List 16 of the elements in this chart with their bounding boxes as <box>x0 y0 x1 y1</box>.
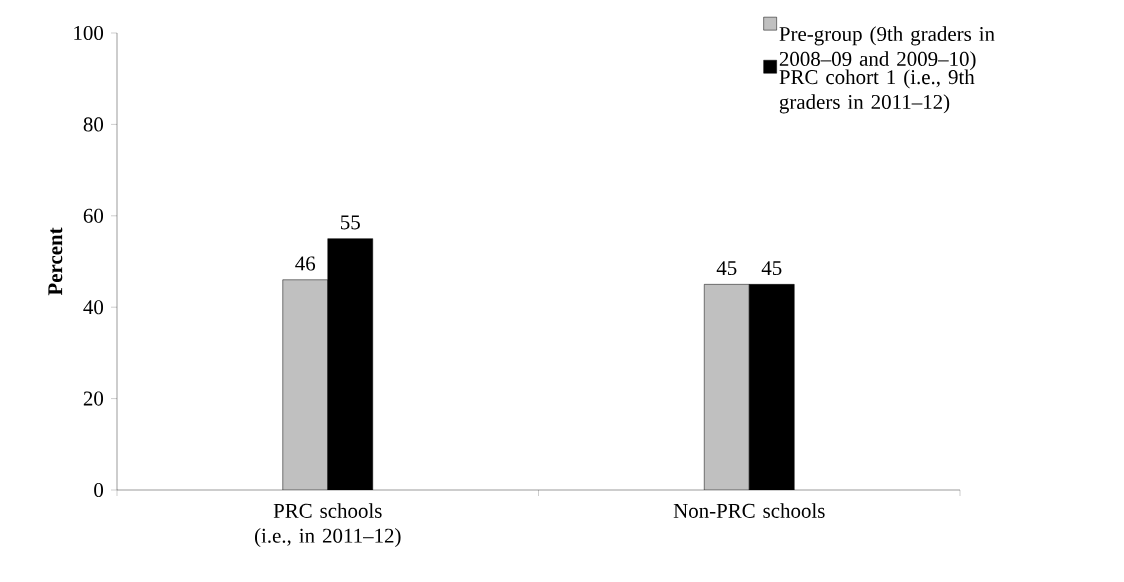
legend-label: PRC cohort 1 (i.e., 9th graders in 2011–12) <box>779 69 975 114</box>
y-tick-label: 20 <box>83 391 104 406</box>
y-tick-label: 80 <box>83 117 104 132</box>
x-tick-label: PRC schools (i.e., in 2011–12) <box>254 503 401 548</box>
y-tick-label: 100 <box>74 25 104 41</box>
data-label: 45 <box>716 261 737 276</box>
x-tick-label: Non-PRC schools <box>673 503 825 518</box>
y-tick-label: 0 <box>94 482 104 498</box>
data-label: 46 <box>295 256 316 271</box>
data-label: 45 <box>761 261 782 276</box>
bar <box>282 279 328 490</box>
bar <box>704 284 750 490</box>
y-tick-label: 60 <box>83 208 104 223</box>
data-label: 55 <box>341 215 360 230</box>
y-axis-title: Percent <box>48 227 63 296</box>
y-tick-label: 40 <box>83 300 104 315</box>
